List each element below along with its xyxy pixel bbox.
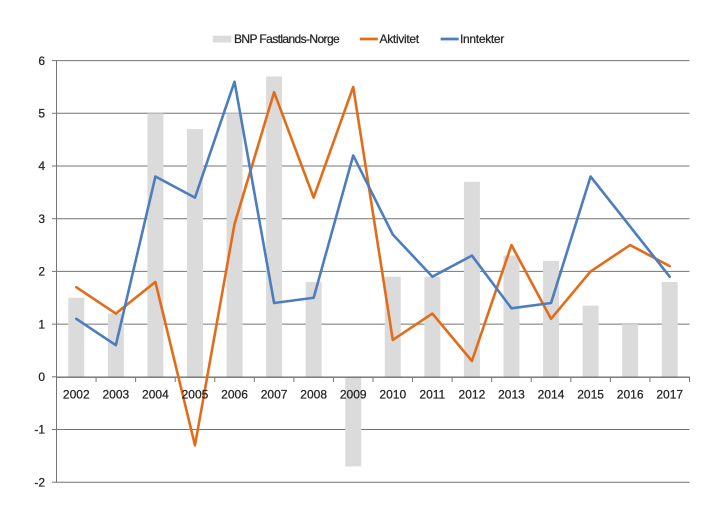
svg-text:Inntekter: Inntekter: [460, 32, 504, 46]
svg-text:5: 5: [38, 107, 45, 121]
svg-text:2003: 2003: [102, 388, 129, 402]
svg-text:2014: 2014: [538, 388, 565, 402]
svg-text:-2: -2: [34, 475, 45, 489]
svg-text:2017: 2017: [656, 388, 683, 402]
svg-text:2009: 2009: [340, 388, 367, 402]
svg-text:2013: 2013: [498, 388, 525, 402]
svg-text:2016: 2016: [617, 388, 644, 402]
svg-text:2008: 2008: [300, 388, 327, 402]
svg-text:2006: 2006: [221, 388, 248, 402]
svg-text:2011: 2011: [419, 388, 445, 402]
svg-text:2007: 2007: [261, 388, 288, 402]
svg-text:2004: 2004: [142, 388, 169, 402]
svg-text:2015: 2015: [577, 388, 604, 402]
svg-text:0: 0: [38, 370, 45, 384]
svg-text:6: 6: [38, 54, 45, 68]
svg-text:2002: 2002: [63, 388, 90, 402]
svg-text:Aktivitet: Aktivitet: [380, 32, 420, 46]
svg-text:1: 1: [38, 317, 45, 331]
svg-text:2: 2: [38, 265, 45, 279]
svg-text:2012: 2012: [459, 388, 486, 402]
svg-text:-1: -1: [34, 423, 45, 437]
svg-text:2010: 2010: [379, 388, 406, 402]
svg-text:3: 3: [38, 212, 45, 226]
svg-text:4: 4: [38, 159, 45, 173]
svg-text:2005: 2005: [182, 388, 209, 402]
svg-text:BNP Fastlands-Norge: BNP Fastlands-Norge: [234, 32, 340, 46]
